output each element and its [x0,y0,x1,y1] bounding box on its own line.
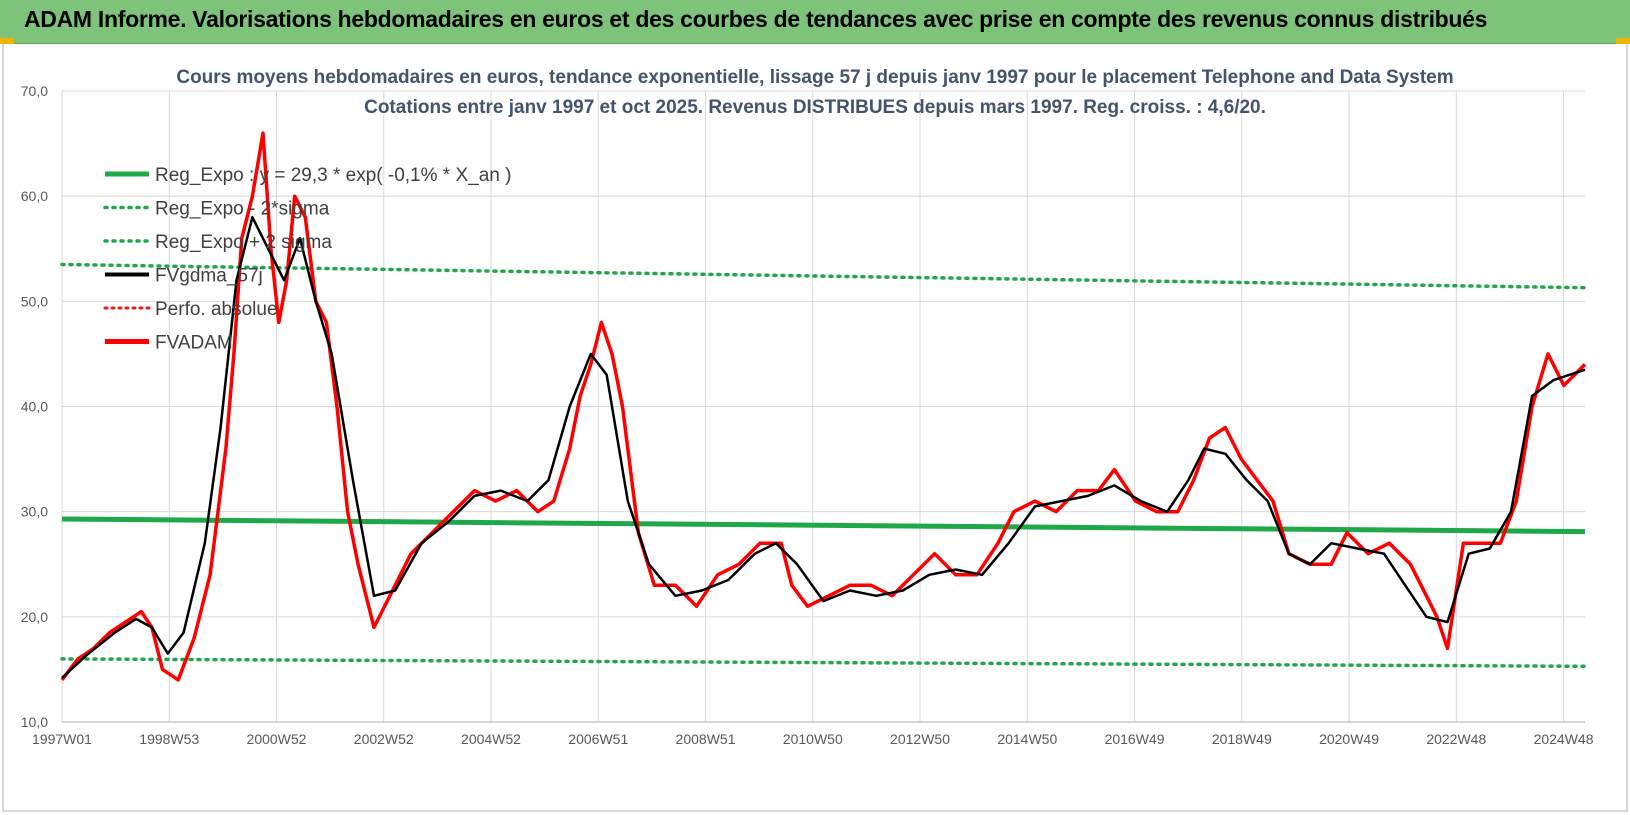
x-tick-label: 2014W50 [997,731,1057,747]
legend-label: Reg_Expo - 2*sigma [155,199,330,220]
series-fvadam [60,131,1587,682]
y-tick-label: 10,0 [21,714,48,730]
series-reg-expo [61,516,1586,535]
x-tick-label: 2004W52 [461,731,521,747]
chart: 10,0 20,0 30,0 40,0 50,0 60,0 70,0 1997W01 1998W… [21,67,1594,747]
corner-mark-right [1616,38,1630,44]
x-tick-label: 2006W51 [568,731,628,747]
corner-mark-left [0,38,14,44]
report-banner: ADAM Informe. Valorisations hebdomadaire… [0,0,1630,44]
x-tick-label: 2020W49 [1319,731,1379,747]
chart-series [60,131,1587,682]
series-reg-expo-plus-2sigma [60,262,1587,290]
series-reg-expo-minus-2sigma [60,657,1587,669]
x-tick-label: 2016W49 [1105,731,1165,747]
legend-label: FVADAM [155,333,233,354]
chart-title-line-2: Cotations entre janv 1997 et oct 2025. R… [364,97,1266,118]
x-tick-label: 2010W50 [783,731,843,747]
y-tick-label: 30,0 [21,504,48,520]
legend-label: Reg_Expo : y = 29,3 * exp( -0,1% * X_an … [155,165,511,186]
y-tick-label: 50,0 [21,293,48,309]
y-tick-label: 20,0 [21,609,48,625]
x-tick-label: 2022W48 [1426,731,1486,747]
x-tick-label: 2024W48 [1534,731,1594,747]
series-fvgdma-57j [61,215,1586,679]
y-tick-label: 60,0 [21,188,48,204]
legend-label: FVgdma_57j [155,266,263,287]
x-tick-label: 1997W01 [32,731,92,747]
x-tick-label: 2002W52 [354,731,414,747]
x-tick-label: 2012W50 [890,731,950,747]
legend-label: Perfo. absolue [155,299,278,320]
chart-grid [61,90,1585,723]
legend-label: Reg_Expo + 2 sigma [155,232,332,253]
y-tick-label: 40,0 [21,399,48,415]
x-tick-label: 2000W52 [247,731,307,747]
x-tick-label: 2018W49 [1212,731,1272,747]
x-tick-label: 2008W51 [676,731,736,747]
report-title: ADAM Informe. Valorisations hebdomadaire… [24,6,1488,32]
chart-title-line-1: Cours moyens hebdomadaires en euros, ten… [176,67,1453,88]
y-tick-label: 70,0 [21,83,48,99]
chart-axes: 10,0 20,0 30,0 40,0 50,0 60,0 70,0 1997W01 1998W… [21,83,1594,747]
x-tick-label: 1998W53 [139,731,199,747]
chart-legend: Reg_Expo : y = 29,3 * exp( -0,1% * X_an … [103,165,511,354]
